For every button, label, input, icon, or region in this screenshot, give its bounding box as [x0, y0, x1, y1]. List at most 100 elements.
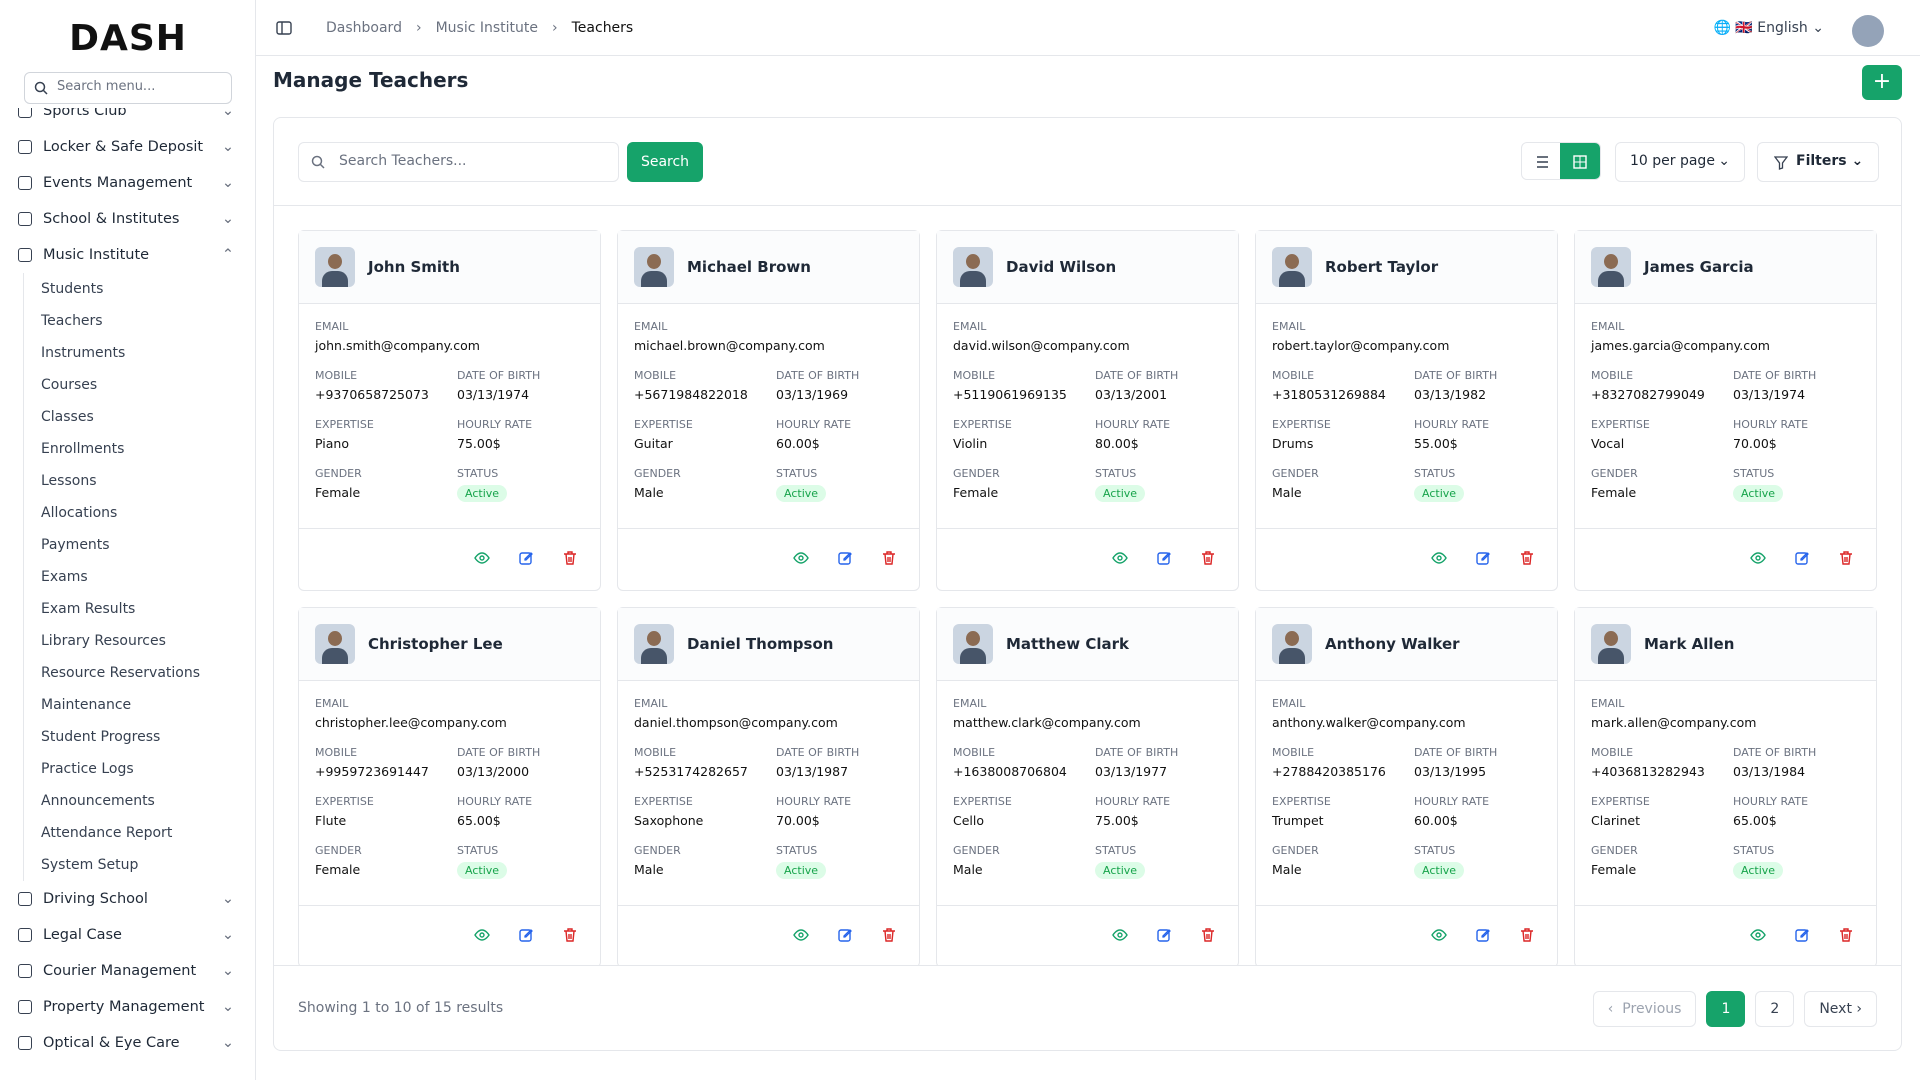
field-value: Active [457, 862, 584, 879]
edit-button[interactable] [1156, 927, 1172, 947]
page-button[interactable]: 1 [1706, 991, 1746, 1027]
edit-button[interactable] [1794, 927, 1810, 947]
menu-item[interactable]: Music Institute ⌃ [0, 237, 255, 273]
menu-label: Locker & Safe Deposit [43, 139, 204, 155]
field-label: EXPERTISE [315, 418, 374, 431]
view-button[interactable] [474, 550, 490, 570]
submenu-item[interactable]: Allocations [41, 505, 118, 521]
view-button[interactable] [1112, 550, 1128, 570]
menu-item[interactable]: Legal Case ⌄ [0, 917, 255, 953]
menu-label: Sports Club [43, 108, 127, 119]
submenu-item[interactable]: Enrollments [41, 441, 125, 457]
submenu-item[interactable]: Student Progress [41, 729, 161, 745]
field: DATE OF BIRTH 03/13/1974 [457, 369, 584, 402]
teacher-search[interactable]: Search Teachers... [298, 142, 619, 182]
edit-button[interactable] [1475, 550, 1491, 570]
view-button[interactable] [1431, 927, 1447, 947]
submenu-item[interactable]: Resource Reservations [41, 665, 201, 681]
edit-button[interactable] [518, 550, 534, 570]
previous-button[interactable]: ‹ Previous [1592, 991, 1697, 1027]
menu-item[interactable]: Courier Management ⌄ [0, 953, 255, 989]
menu-icon [18, 892, 32, 906]
submenu-item[interactable]: Exams [41, 569, 88, 585]
field-value: Male [1272, 862, 1302, 877]
view-toggle[interactable] [1521, 142, 1601, 180]
field: EXPERTISE Flute [315, 795, 457, 828]
submenu-item[interactable]: Exam Results [41, 601, 136, 617]
view-button[interactable] [474, 927, 490, 947]
field-value: 03/13/1969 [776, 387, 849, 402]
submenu-item[interactable]: Practice Logs [41, 761, 134, 777]
view-button[interactable] [1750, 927, 1766, 947]
teacher-photo [953, 247, 993, 287]
menu-item[interactable]: Property Management ⌄ [0, 989, 255, 1025]
menu-label: School & Institutes [43, 211, 180, 227]
teacher-name: Robert Taylor [1325, 258, 1439, 276]
avatar[interactable] [1852, 15, 1884, 47]
menu-item[interactable]: School & Institutes ⌄ [0, 201, 255, 237]
edit-button[interactable] [1156, 550, 1172, 570]
menu-item[interactable]: Events Management ⌄ [0, 165, 255, 201]
field: EXPERTISE Piano [315, 418, 457, 451]
filters-button[interactable]: Filters ⌄ [1757, 142, 1879, 182]
teacher-name: Matthew Clark [1006, 635, 1129, 653]
field-value: 03/13/2000 [457, 764, 530, 779]
delete-button[interactable] [1200, 550, 1216, 570]
language[interactable]: 🌐 🇬🇧 English ⌄ [1713, 20, 1824, 36]
menu-item[interactable]: Optical & Eye Care ⌄ [0, 1025, 255, 1061]
page-button[interactable]: 2 [1755, 991, 1795, 1027]
field: GENDER Female [1591, 467, 1733, 502]
delete-button[interactable] [562, 550, 578, 570]
submenu-item[interactable]: Announcements [41, 793, 155, 809]
menu-item[interactable]: Locker & Safe Deposit ⌄ [0, 129, 255, 165]
view-button[interactable] [1431, 550, 1447, 570]
submenu-item[interactable]: Students [41, 281, 104, 297]
submenu-item[interactable]: Teachers [41, 313, 103, 329]
view-button[interactable] [1112, 927, 1128, 947]
delete-button[interactable] [1519, 550, 1535, 570]
breadcrumb[interactable]: Music Institute [435, 19, 539, 36]
search-button[interactable]: Search [627, 142, 703, 182]
menu-item[interactable]: Driving School ⌄ [0, 881, 255, 917]
next-button[interactable]: Next › [1804, 991, 1877, 1027]
add-button[interactable]: + [1862, 65, 1902, 100]
field-label: STATUS [1733, 844, 1775, 857]
view-button[interactable] [793, 550, 809, 570]
menu-item[interactable]: Sports Club ⌄ [0, 108, 255, 129]
submenu-item[interactable]: Lessons [41, 473, 97, 489]
edit-button[interactable] [1475, 927, 1491, 947]
edit-button[interactable] [837, 550, 853, 570]
submenu-item[interactable]: Library Resources [41, 633, 166, 649]
delete-button[interactable] [881, 927, 897, 947]
field-value: Active [1733, 862, 1860, 879]
edit-button[interactable] [1794, 550, 1810, 570]
view-button[interactable] [793, 927, 809, 947]
submenu-item[interactable]: Classes [41, 409, 94, 425]
submenu-item[interactable]: System Setup [41, 857, 139, 873]
delete-button[interactable] [562, 927, 578, 947]
per-page[interactable]: 10 per page ⌄ [1615, 142, 1745, 182]
edit-button[interactable] [518, 927, 534, 947]
field-value: mark.allen@company.com [1591, 715, 1757, 730]
field-value: +1638008706804 [953, 764, 1067, 779]
field: STATUS Active [776, 467, 903, 502]
submenu-item[interactable]: Courses [41, 377, 98, 393]
submenu-item[interactable]: Instruments [41, 345, 126, 361]
delete-button[interactable] [1519, 927, 1535, 947]
submenu-item[interactable]: Attendance Report [41, 825, 173, 841]
field-value: 03/13/1974 [457, 387, 530, 402]
submenu-item[interactable]: Payments [41, 537, 110, 553]
submenu-item[interactable]: Maintenance [41, 697, 132, 713]
view-button[interactable] [1750, 550, 1766, 570]
delete-button[interactable] [1838, 550, 1854, 570]
edit-button[interactable] [837, 927, 853, 947]
teacher-card: Mark Allen EMAIL mark.allen@company.com MOB… [1574, 607, 1877, 965]
delete-button[interactable] [1838, 927, 1854, 947]
delete-button[interactable] [881, 550, 897, 570]
menu-search[interactable]: Search menu... [24, 72, 232, 104]
breadcrumb[interactable]: Dashboard [326, 19, 402, 36]
field: HOURLY RATE 75.00$ [457, 418, 584, 451]
field: GENDER Female [953, 467, 1095, 502]
delete-button[interactable] [1200, 927, 1216, 947]
field: EMAIL christopher.lee@company.com [315, 697, 584, 730]
